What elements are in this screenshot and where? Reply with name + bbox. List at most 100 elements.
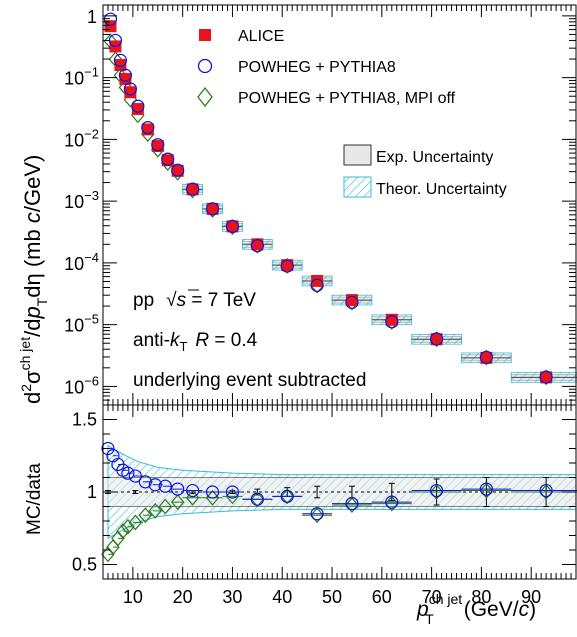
powheg-point (479, 350, 493, 364)
powheg-point (123, 82, 137, 96)
alice-point (186, 183, 199, 196)
alice-point (151, 140, 164, 153)
powheg-ratio-point (148, 478, 162, 492)
mpi-off-ratio-point (116, 523, 130, 540)
mpi-off-ratio-point (429, 484, 444, 500)
powheg-point (118, 68, 133, 82)
x-tick-label: 80 (471, 587, 491, 607)
alice-point (171, 164, 184, 177)
y-tick-label: 10−2 (64, 126, 99, 150)
powheg-point (161, 152, 175, 166)
powheg-ratio-point (280, 489, 294, 503)
mpi-off-ratio-point (310, 507, 324, 524)
x-axis-label: pch jet T (GeV/c) (416, 591, 536, 627)
alice-point (540, 371, 553, 384)
x-tick-label: 70 (422, 587, 442, 607)
powheg-ratio-point (479, 482, 493, 496)
mpi-off-ratio-point (345, 497, 359, 513)
powheg-ratio-point (128, 469, 142, 483)
powheg-point (131, 99, 145, 113)
mpi-off-ratio-point (479, 482, 494, 499)
mpi-off-ratio-point (121, 518, 135, 535)
alice-point (141, 123, 154, 136)
x-tick-label: 90 (521, 587, 541, 607)
alice-point (281, 259, 294, 272)
alice-point (161, 154, 174, 167)
powheg-point (385, 315, 399, 329)
alice-point (311, 274, 324, 287)
y-tick-label: 10−4 (64, 250, 99, 274)
legend-marker-mpi-off (197, 86, 213, 108)
legend-label-theo-uncertainty: Theor. Uncertainty (376, 181, 507, 198)
powheg-point (225, 219, 240, 233)
powheg-ratio-point (101, 441, 115, 456)
powheg-ratio-point (186, 483, 200, 498)
alice-point (206, 202, 219, 215)
legend-label-alice: ALICE (238, 28, 284, 45)
powheg-point (250, 239, 264, 253)
powheg-ratio-point (171, 482, 185, 496)
legend-marker-alice (199, 29, 211, 41)
mpi-off-ratio-point (138, 507, 153, 524)
x-tick-label: 40 (272, 587, 292, 607)
legend-label-mpi-off: POWHEG + PYTHIA8, MPI off (238, 90, 456, 107)
mpi-off-ratio-point (148, 502, 163, 519)
powheg-point (113, 53, 128, 67)
ratio-data-marks (101, 441, 577, 563)
annotations: pp √s = 7 TeV anti-kT R = 0.4 underlying e… (133, 289, 366, 391)
annotation-collision: pp √s = 7 TeV (133, 290, 256, 311)
powheg-point (151, 138, 165, 152)
powheg-ratio-point (205, 485, 220, 499)
alice-point (131, 103, 144, 116)
powheg-ratio-point (310, 507, 324, 521)
mpi-off-ratio-point (539, 484, 553, 500)
top-axis-ticks (103, 5, 576, 406)
legend-exp-uncertainty-box (343, 144, 372, 166)
top-data-marks (103, 12, 577, 386)
mpi-off-ratio-point (225, 488, 240, 505)
x-tick-label: 60 (372, 587, 392, 607)
ratio-y-tick-label: 0.5 (72, 555, 97, 575)
powheg-point (205, 202, 220, 216)
y-tick-label: 10−1 (64, 65, 99, 89)
y-tick-label: 1 (87, 7, 97, 27)
powheg-ratio-point (121, 466, 135, 480)
powheg-point (141, 121, 155, 135)
powheg-point (345, 295, 359, 309)
legend-marker-powheg (197, 58, 213, 74)
ratio-y-axis-label: MC/data (24, 463, 45, 535)
mpi-off-ratio-point (128, 514, 143, 531)
ratio-axis-ticks (103, 405, 576, 579)
mpi-off-ratio-point (111, 530, 125, 547)
powheg-ratio-point (345, 497, 359, 511)
ratio-tick-labels: 0.5 1 1.5 10 20 30 40 50 60 70 80 90 (72, 410, 541, 608)
y-tick-label: 10−5 (64, 312, 99, 336)
y-tick-label: 10−6 (64, 373, 99, 397)
alice-point (251, 238, 264, 251)
mpi-off-ratio-point (280, 488, 295, 505)
powheg-point (186, 182, 200, 196)
mpi-off-ratio-point (250, 491, 265, 508)
mpi-off-ratio-point (205, 489, 220, 506)
mpi-off-ratio-point (170, 494, 185, 511)
alice-point (430, 333, 443, 346)
powheg-ratio-point (385, 495, 399, 509)
alice-point (124, 86, 137, 99)
powheg-ratio-point (158, 479, 172, 493)
alice-point (226, 220, 239, 233)
annotation-jet-algorithm: anti-kT R = 0.4 (133, 330, 258, 354)
powheg-ratio-point (138, 475, 152, 489)
x-tick-label: 30 (222, 587, 242, 607)
legend: ALICE POWHEG + PYTHIA8 POWHEG + PYTHIA8,… (197, 28, 507, 198)
mpi-off-ratio-point (158, 498, 173, 515)
powheg-point (539, 370, 553, 384)
legend-label-exp-uncertainty: Exp. Uncertainty (376, 149, 493, 166)
alice-point (480, 351, 493, 364)
powheg-ratio-point (225, 485, 240, 499)
ratio-y-tick-label: 1 (87, 482, 97, 502)
top-y-axis-label: d2σch jet/dpTdη (mb c/GeV) (17, 155, 50, 404)
x-tick-label: 20 (173, 587, 193, 607)
alice-point (114, 59, 127, 72)
powheg-ratio-point (539, 483, 553, 498)
